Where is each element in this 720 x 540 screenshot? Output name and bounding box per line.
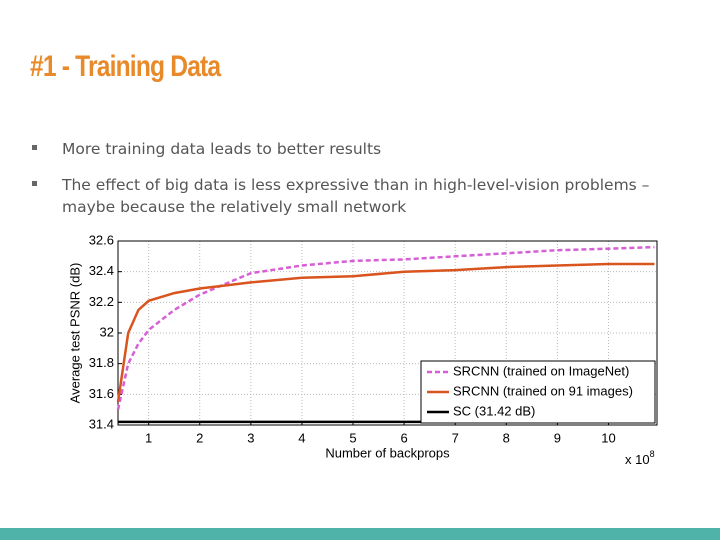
y-axis-label: Average test PSNR (dB) — [67, 263, 82, 404]
x-tick-label: 6 — [400, 430, 407, 445]
x-multiplier: x 108 — [625, 449, 655, 467]
y-tick-label: 32 — [100, 324, 114, 339]
legend-label: SRCNN (trained on ImageNet) — [453, 363, 629, 378]
y-tick-label: 31.8 — [89, 355, 114, 370]
x-tick-label: 9 — [554, 430, 561, 445]
x-tick-label: 1 — [145, 430, 152, 445]
y-tick-label: 32.2 — [89, 294, 114, 309]
legend-label: SC (31.42 dB) — [453, 403, 535, 418]
legend-box — [420, 360, 656, 424]
bullet: The effect of big data is less expressiv… — [62, 176, 650, 216]
x-multiplier-exponent: 8 — [650, 449, 655, 459]
y-tick-label: 31.6 — [89, 386, 114, 401]
legend-label: SRCNN (trained on 91 images) — [453, 383, 633, 398]
x-tick-label: 2 — [196, 430, 203, 445]
x-tick-label: 5 — [349, 430, 356, 445]
x-tick-label: 8 — [503, 430, 510, 445]
x-tick-label: 3 — [247, 430, 254, 445]
x-axis-label: Number of backprops — [325, 445, 450, 460]
x-tick-label: 7 — [452, 430, 459, 445]
plot-frame — [117, 240, 658, 426]
line-series — [116, 262, 655, 403]
x-multiplier-base: x 10 — [625, 452, 650, 467]
bullet-marker — [32, 181, 37, 186]
y-tick-label: 32.6 — [89, 232, 114, 247]
slide-title: #1 - Training Data — [30, 50, 221, 83]
y-tick-label: 32.4 — [89, 263, 114, 278]
footer-bar — [0, 528, 720, 540]
x-tick-label: 4 — [298, 430, 305, 445]
bullet-marker — [32, 145, 37, 150]
x-tick-label: 10 — [601, 430, 615, 445]
y-tick-label: 31.4 — [89, 416, 114, 431]
bullet: More training data leads to better resul… — [62, 140, 382, 158]
